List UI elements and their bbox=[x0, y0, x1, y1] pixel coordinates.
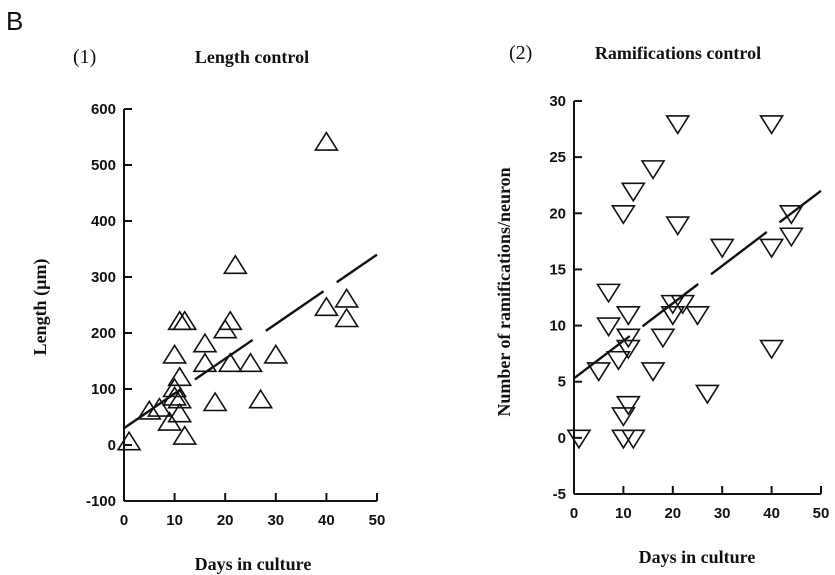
data-point-marker bbox=[192, 352, 218, 373]
x-tick-label: 20 bbox=[217, 512, 234, 529]
data-point-marker bbox=[610, 204, 636, 225]
data-point-marker bbox=[640, 160, 666, 180]
y-tick-label: 0 bbox=[558, 430, 566, 447]
x-tick-label: 30 bbox=[267, 512, 284, 529]
data-point-marker bbox=[670, 294, 696, 315]
data-point-marker bbox=[202, 391, 228, 412]
data-point-marker bbox=[596, 317, 622, 338]
data-point-marker bbox=[709, 238, 735, 259]
data-point-marker bbox=[759, 115, 785, 135]
data-point-marker bbox=[313, 131, 339, 151]
data-point-marker bbox=[167, 388, 193, 409]
y-tick-label: 400 bbox=[91, 213, 116, 230]
ramifications-control-panel: (2) Ramifications control Days in cultur… bbox=[494, 42, 829, 567]
data-point-marker bbox=[172, 310, 198, 331]
x-tick-label: 20 bbox=[664, 505, 681, 522]
y-tick-label: 5 bbox=[558, 374, 566, 391]
panel-1-x-axis-label: Days in culture bbox=[195, 554, 312, 574]
data-point-marker bbox=[615, 339, 641, 360]
data-point-marker bbox=[162, 385, 188, 406]
data-point-marker bbox=[566, 429, 592, 450]
data-point-marker bbox=[167, 366, 193, 387]
data-point-marker bbox=[313, 296, 339, 317]
data-point-marker bbox=[660, 306, 686, 326]
data-point-marker bbox=[615, 306, 641, 326]
data-point-marker bbox=[217, 310, 243, 331]
data-point-marker bbox=[759, 238, 785, 259]
panel-letter: B bbox=[6, 6, 23, 36]
x-tick-label: 40 bbox=[763, 505, 780, 522]
data-point-marker bbox=[685, 306, 710, 326]
y-tick-label: 100 bbox=[91, 381, 116, 398]
data-point-marker bbox=[162, 343, 188, 364]
panel-2-title: Ramifications control bbox=[595, 43, 761, 63]
data-point-marker bbox=[665, 115, 691, 135]
y-tick-label: 30 bbox=[549, 93, 566, 110]
data-point-marker bbox=[778, 227, 804, 248]
data-point-marker bbox=[146, 397, 172, 417]
y-tick-label: 15 bbox=[549, 261, 566, 278]
data-point-marker bbox=[640, 362, 666, 382]
data-point-marker bbox=[136, 399, 162, 420]
trend-line bbox=[573, 189, 822, 380]
y-tick-label: 600 bbox=[91, 101, 116, 118]
x-tick-label: 30 bbox=[714, 505, 731, 522]
panel-1-title: Length control bbox=[195, 47, 309, 67]
length-control-panel: (1) Length control Days in culture Lengt… bbox=[30, 46, 385, 574]
x-tick-label: 0 bbox=[570, 505, 578, 522]
data-point-marker bbox=[192, 332, 218, 353]
data-point-marker bbox=[778, 204, 804, 225]
y-tick-label: 300 bbox=[91, 269, 116, 286]
y-tick-label: 200 bbox=[91, 325, 116, 342]
trend-line bbox=[123, 253, 378, 430]
data-point-marker bbox=[116, 430, 142, 451]
data-point-marker bbox=[596, 283, 622, 304]
panel-2-x-axis-label: Days in culture bbox=[639, 547, 756, 567]
data-point-marker bbox=[606, 350, 631, 371]
y-tick-label: -100 bbox=[86, 493, 116, 510]
panel-2-number: (2) bbox=[509, 42, 532, 64]
panel-1-y-axis-label: Length (µm) bbox=[30, 259, 51, 356]
data-point-marker bbox=[334, 287, 360, 308]
x-tick-label: 10 bbox=[615, 505, 632, 522]
x-tick-label: 10 bbox=[166, 512, 183, 529]
data-point-marker bbox=[248, 388, 274, 409]
y-tick-label: 500 bbox=[91, 157, 116, 174]
data-point-marker bbox=[665, 216, 691, 237]
data-point-marker bbox=[759, 339, 785, 360]
data-point-marker bbox=[263, 343, 289, 364]
x-tick-label: 50 bbox=[369, 512, 386, 529]
y-tick-label: -5 bbox=[553, 486, 566, 503]
x-tick-label: 0 bbox=[120, 512, 128, 529]
y-tick-label: 20 bbox=[549, 205, 566, 222]
data-point-marker bbox=[620, 429, 646, 450]
y-tick-label: 0 bbox=[108, 437, 116, 454]
data-point-marker bbox=[586, 362, 612, 382]
x-tick-label: 50 bbox=[813, 505, 830, 522]
y-tick-label: 25 bbox=[549, 149, 566, 166]
data-point-marker bbox=[217, 352, 243, 373]
data-point-marker bbox=[610, 407, 636, 427]
data-point-marker bbox=[172, 425, 198, 445]
data-point-marker bbox=[615, 328, 641, 349]
data-point-marker bbox=[620, 182, 646, 203]
data-point-marker bbox=[615, 395, 641, 416]
x-tick-label: 40 bbox=[318, 512, 335, 529]
panel-2-y-axis-label: Number of ramifications/neuron bbox=[494, 167, 514, 416]
data-point-marker bbox=[650, 328, 676, 349]
data-point-marker bbox=[334, 307, 360, 328]
data-point-marker bbox=[162, 377, 188, 398]
data-point-marker bbox=[694, 384, 720, 405]
panel-1-number: (1) bbox=[73, 46, 96, 68]
data-point-marker bbox=[167, 402, 193, 423]
data-point-marker bbox=[222, 254, 248, 275]
y-tick-label: 10 bbox=[549, 318, 566, 335]
data-point-marker bbox=[238, 352, 263, 373]
